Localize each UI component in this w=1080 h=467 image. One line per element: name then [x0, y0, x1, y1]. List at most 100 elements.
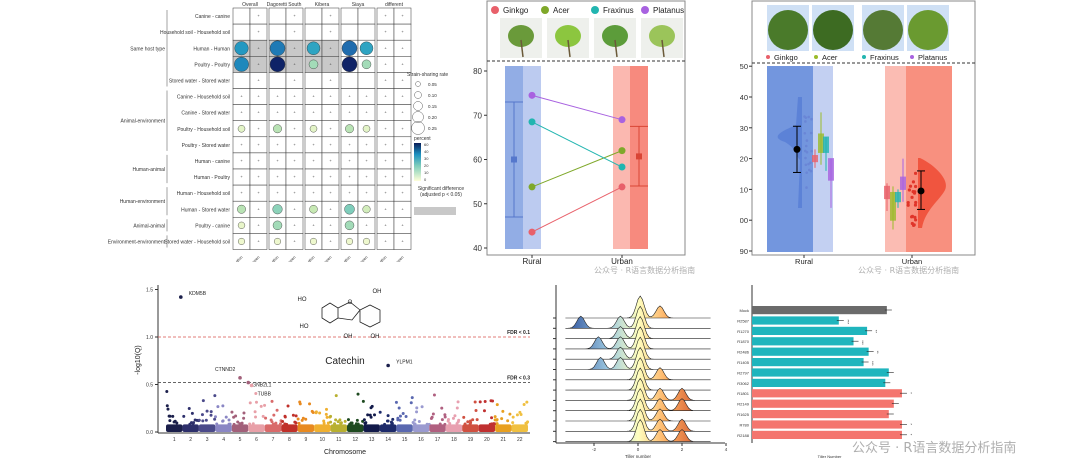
- row-group-label: Human-animal: [132, 167, 165, 173]
- snp-point: [167, 414, 171, 418]
- snp-point: [294, 414, 298, 418]
- snp-point: [300, 418, 304, 422]
- sharing-circle: [310, 237, 318, 245]
- significance-label: *: [908, 423, 913, 425]
- chromosome-band: [166, 424, 183, 432]
- snp-point: [466, 420, 470, 424]
- snp-point: [398, 418, 402, 422]
- no-sharing-mark: +: [384, 77, 387, 82]
- no-sharing-mark: +: [401, 45, 404, 50]
- bar: [752, 430, 902, 439]
- snp-point: [213, 394, 217, 398]
- no-sharing-mark: +: [257, 142, 260, 147]
- snp-point: [251, 422, 255, 426]
- snp-point: [451, 416, 455, 420]
- snp-point: [338, 418, 342, 422]
- size-legend-label: 0.20: [428, 115, 437, 120]
- size-legend-label: 0.10: [428, 93, 437, 98]
- y-tick-label: 70: [473, 111, 482, 120]
- snp-point: [506, 419, 510, 423]
- sharing-circle: [237, 204, 246, 214]
- y-tick-label: 90: [740, 247, 748, 256]
- sig-legend-swatch: [414, 207, 456, 215]
- jitter-point: [906, 201, 910, 205]
- x-tick-label: 20: [484, 437, 490, 443]
- sub-column-label: between: [282, 255, 296, 262]
- no-sharing-mark: +: [312, 94, 315, 99]
- chromosome-band: [297, 424, 315, 432]
- x-tick-label: 12: [352, 437, 358, 443]
- no-sharing-mark: +: [348, 174, 351, 179]
- snp-point: [264, 416, 268, 420]
- snp-point: [216, 405, 220, 409]
- chromosome-band: [412, 424, 430, 432]
- snp-point: [394, 400, 398, 404]
- rural-band-light: [813, 66, 833, 252]
- jitter-point: [809, 169, 813, 173]
- snp-point: [254, 415, 258, 419]
- row-label: Stored water - Household soil: [164, 239, 230, 245]
- bar: [752, 399, 894, 408]
- no-sharing-mark: +: [276, 190, 279, 195]
- box: [900, 176, 906, 190]
- color-legend-title: percent: [414, 136, 431, 142]
- column-group-label: Kibera: [315, 2, 330, 8]
- row-label: Human - Human: [193, 46, 230, 52]
- sharing-circle: [344, 204, 355, 215]
- jitter-point: [912, 191, 917, 195]
- row-label: Stored water - Stored water: [169, 78, 230, 84]
- bar: [752, 368, 889, 377]
- mean-marker: [917, 187, 925, 195]
- sharing-circle: [234, 41, 249, 56]
- legend-label: Fraxinus: [603, 6, 634, 15]
- box: [828, 158, 834, 181]
- legend-dot: [910, 55, 914, 59]
- no-sharing-mark: +: [276, 142, 279, 147]
- no-sharing-mark: +: [293, 45, 296, 50]
- sharing-circle: [309, 205, 318, 214]
- snp-point: [242, 411, 246, 415]
- snp-point: [209, 413, 213, 417]
- snp-point: [272, 413, 276, 417]
- jitter-point: [805, 171, 808, 174]
- snp-point: [308, 402, 312, 406]
- snp-point: [230, 410, 234, 414]
- no-sharing-mark: +: [365, 94, 368, 99]
- legend-dot: [862, 55, 866, 59]
- rural-band-light: [523, 66, 541, 249]
- no-sharing-mark: +: [293, 238, 296, 243]
- legend-label: Acer: [553, 6, 570, 15]
- sub-column-label: between: [390, 255, 404, 262]
- snp-point: [334, 418, 338, 422]
- ridge-density: [565, 336, 711, 360]
- snp-point: [443, 415, 447, 419]
- snp-point: [221, 419, 225, 423]
- snp-point: [324, 407, 328, 411]
- ridge-density: [565, 388, 711, 411]
- legend-dot: [591, 6, 599, 14]
- no-sharing-mark: +: [384, 61, 387, 66]
- no-sharing-mark: +: [401, 190, 404, 195]
- ridge-density: [565, 316, 711, 339]
- labeled-point: [249, 383, 254, 388]
- snp-point: [468, 422, 472, 426]
- chromosome-band: [478, 424, 496, 432]
- legend-label: Acer: [822, 53, 838, 62]
- bar: [752, 337, 854, 346]
- snp-point: [171, 414, 175, 418]
- heatmap-cell: [340, 72, 359, 89]
- no-sharing-mark: +: [401, 61, 404, 66]
- box: [895, 191, 901, 203]
- sharing-circle: [237, 237, 245, 245]
- no-sharing-mark: +: [312, 174, 315, 179]
- x-axis-label: Tiller number: [625, 454, 652, 459]
- row-group-label: Animal-animal: [133, 223, 165, 229]
- no-sharing-mark: +: [329, 158, 332, 163]
- snp-point: [263, 403, 267, 407]
- chromosome-band: [462, 424, 479, 432]
- snp-point: [453, 414, 457, 418]
- data-point: [528, 118, 536, 126]
- snp-point: [448, 422, 452, 426]
- jitter-point: [805, 186, 808, 189]
- molecule-atom-label: OH: [344, 334, 353, 340]
